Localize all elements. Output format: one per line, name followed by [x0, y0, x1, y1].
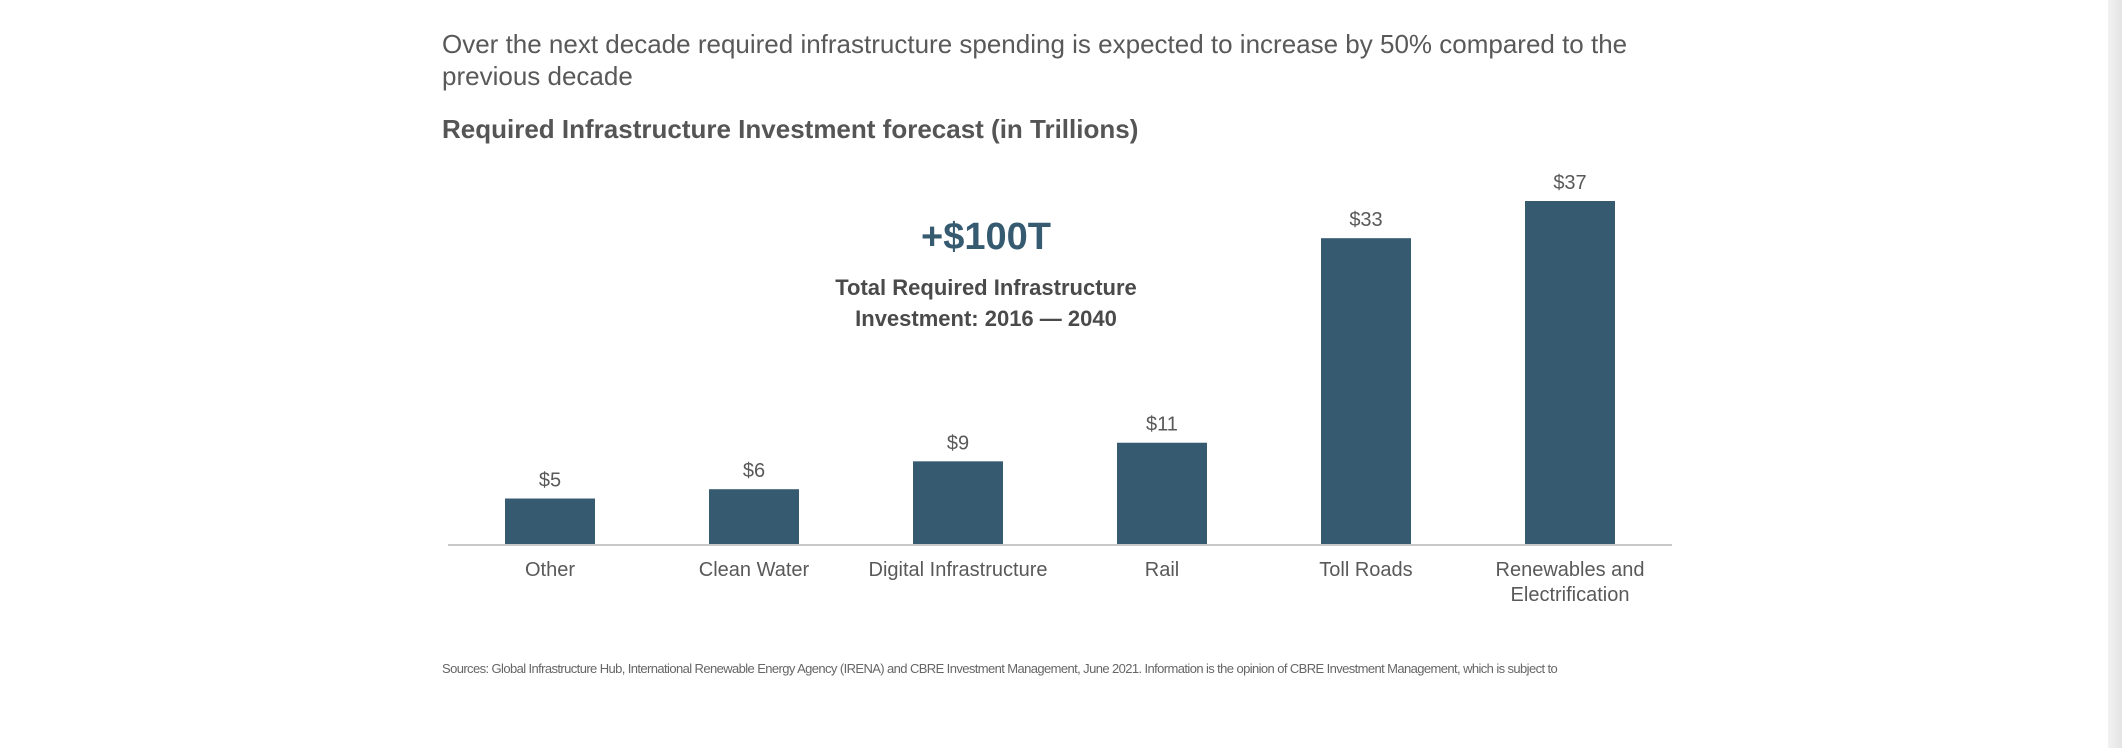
bar-3 — [1117, 442, 1207, 545]
category-label-1: Clean Water — [699, 559, 810, 581]
page-headline: Over the next decade required infrastruc… — [442, 29, 1628, 91]
total-annotation-caption: Total Required Infrastructure Investment… — [835, 275, 1137, 331]
page-edge-shadow — [2108, 0, 2122, 748]
bar-value-label-4: $33 — [1349, 209, 1382, 231]
category-label-0: Other — [525, 559, 575, 581]
bar-value-label-0: $5 — [539, 470, 561, 492]
bar-2 — [913, 461, 1003, 545]
bar-0 — [505, 498, 595, 545]
bar-value-label-5: $37 — [1553, 172, 1586, 194]
category-label-2: Digital Infrastructure — [869, 559, 1048, 581]
total-annotation-value: +$100T — [921, 216, 1051, 258]
chart-title: Required Infrastructure Investment forec… — [442, 114, 1139, 144]
category-label-5: Renewables and Electrification — [1496, 559, 1645, 606]
bar-value-label-1: $6 — [743, 460, 765, 482]
category-label-3: Rail — [1145, 559, 1179, 581]
bar-value-label-2: $9 — [947, 432, 969, 454]
bar-4 — [1321, 238, 1411, 545]
category-label-4: Toll Roads — [1319, 559, 1412, 581]
bar-value-label-3: $11 — [1146, 414, 1178, 436]
sources-footnote: Sources: Global Infrastructure Hub, Inte… — [442, 661, 1558, 676]
bar-1 — [709, 489, 799, 545]
bar-5 — [1525, 201, 1615, 545]
